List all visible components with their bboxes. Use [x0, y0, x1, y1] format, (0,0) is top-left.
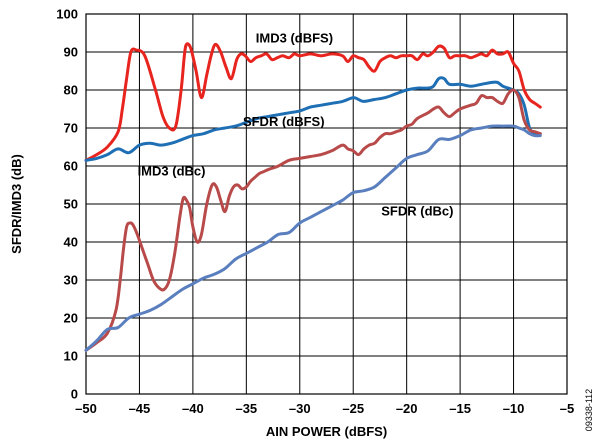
plot-frame: [85, 13, 568, 395]
y-tick-label: 50: [64, 197, 78, 212]
series-layer: [84, 42, 542, 352]
y-tick-label: 80: [64, 83, 78, 98]
series-line-imd3-dbfs: [84, 42, 542, 162]
x-tick-label: –30: [289, 401, 311, 416]
x-tick-labels: –50 –45 –40 –35 –30 –25 –20 –15 –10 –5: [75, 401, 574, 416]
series-label: IMD3 (dBFS): [256, 31, 333, 46]
annotations: IMD3 (dBFS) SFDR (dBFS) IMD3 (dBc) SFDR (dB…: [138, 31, 454, 219]
x-tick-label: –40: [182, 401, 204, 416]
y-tick-label: 70: [64, 121, 78, 136]
x-tick-label: –10: [503, 401, 525, 416]
figure-id: 09338-112: [584, 389, 594, 431]
x-tick-label: –45: [129, 401, 151, 416]
x-tick-label: –15: [449, 401, 471, 416]
y-tick-label: 60: [64, 159, 78, 174]
x-tick-label: –20: [396, 401, 418, 416]
x-tick-label: –35: [235, 401, 257, 416]
series-label: IMD3 (dBc): [138, 164, 206, 179]
series-line-imd3-dbc: [84, 88, 542, 352]
series-label: SFDR (dBc): [381, 203, 453, 218]
series-line-sfdr-dbc: [84, 124, 542, 352]
x-axis-title: AIN POWER (dBFS): [266, 424, 387, 439]
y-tick-label: 100: [56, 7, 78, 22]
series-line-sfdr-dbfs: [84, 76, 542, 162]
y-tick-labels: 0 10 20 30 40 50 60 70 80 90 100: [56, 7, 78, 402]
y-tick-label: 40: [64, 235, 78, 250]
y-tick-label: 20: [64, 311, 78, 326]
x-tick-label: –50: [75, 401, 97, 416]
y-tick-label: 30: [64, 273, 78, 288]
y-tick-label: 10: [64, 349, 78, 364]
series-label: SFDR (dBFS): [243, 114, 325, 129]
y-axis-title: SFDR/IMD3 (dB): [9, 154, 24, 254]
y-tick-label: 90: [64, 45, 78, 60]
x-tick-label: –25: [342, 401, 364, 416]
grid: [85, 13, 568, 395]
x-tick-label: –5: [560, 401, 574, 416]
y-tick-label: 0: [71, 387, 78, 402]
